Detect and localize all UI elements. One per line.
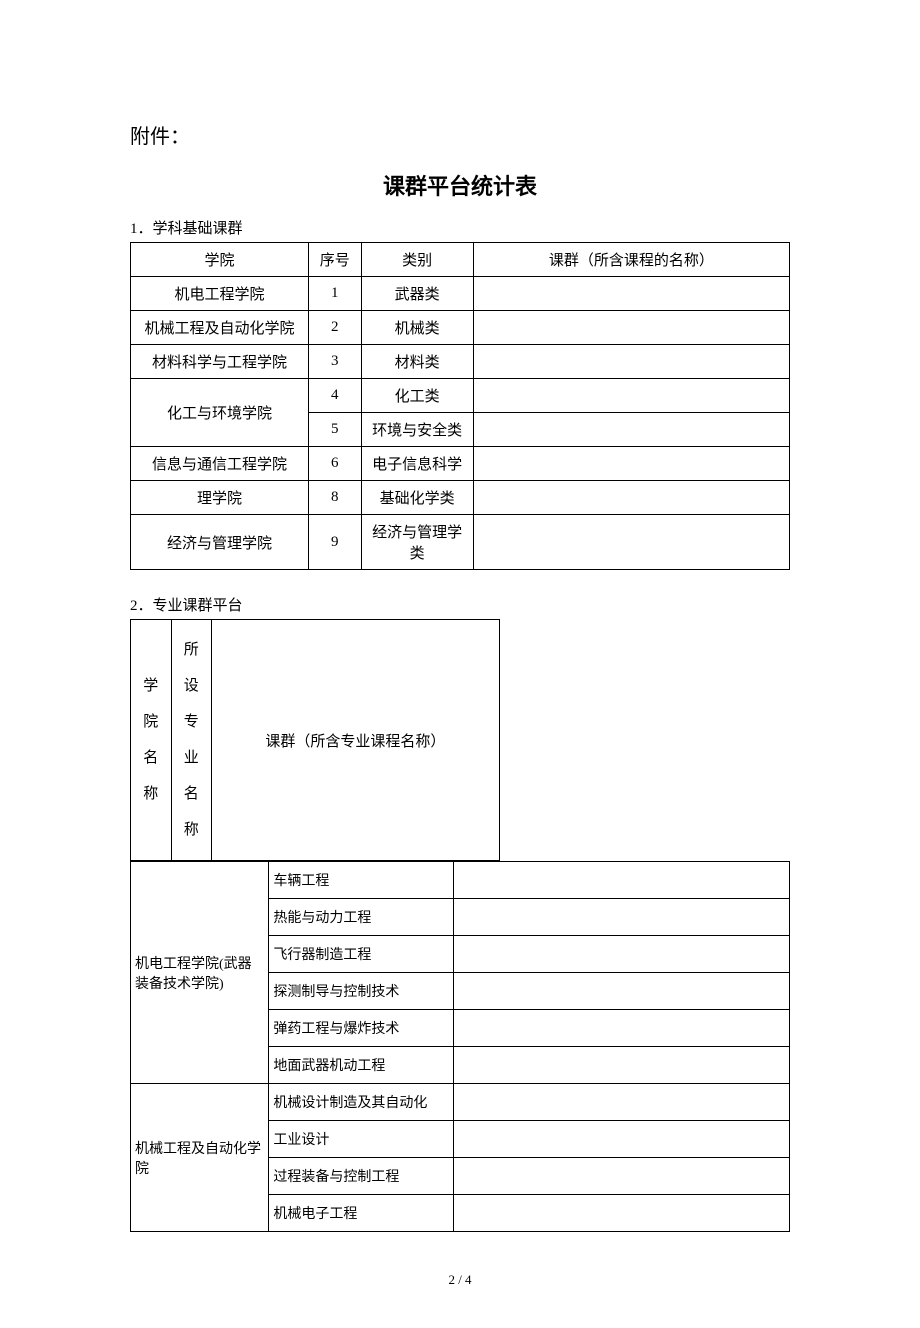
cell-dept: 信息与通信工程学院 (131, 447, 309, 481)
cell-course-group (453, 1047, 789, 1084)
cell-cat: 机械类 (361, 311, 473, 345)
table-major-courses: 机电工程学院(武器装备技术学院)车辆工程热能与动力工程飞行器制造工程探测制导与控… (130, 861, 790, 1232)
cell-cat: 电子信息科学 (361, 447, 473, 481)
cell-courses (473, 277, 789, 311)
cell-course-group (453, 1084, 789, 1121)
cell-dept: 机电工程学院 (131, 277, 309, 311)
cell-num: 3 (308, 345, 361, 379)
table-row: 机电工程学院1武器类 (131, 277, 790, 311)
cell-courses (473, 413, 789, 447)
cell-major: 车辆工程 (269, 862, 454, 899)
attachment-label: 附件： (130, 120, 790, 149)
cell-major: 机械电子工程 (269, 1195, 454, 1232)
cell-major: 机械设计制造及其自动化 (269, 1084, 454, 1121)
table-row: 材料科学与工程学院3材料类 (131, 345, 790, 379)
cell-courses (473, 481, 789, 515)
cell-dept: 机电工程学院(武器装备技术学院) (131, 862, 269, 1084)
cell-cat: 基础化学类 (361, 481, 473, 515)
cell-dept: 机械工程及自动化学院 (131, 311, 309, 345)
cell-cat: 经济与管理学类 (361, 515, 473, 570)
table-row: 理学院8基础化学类 (131, 481, 790, 515)
table-row: 机电工程学院(武器装备技术学院)车辆工程 (131, 862, 790, 899)
cell-courses (473, 515, 789, 570)
cell-courses (473, 447, 789, 481)
cell-major: 工业设计 (269, 1121, 454, 1158)
cell-dept: 经济与管理学院 (131, 515, 309, 570)
cell-num: 6 (308, 447, 361, 481)
table-row: 机械工程及自动化学院机械设计制造及其自动化 (131, 1084, 790, 1121)
cell-course-group (453, 1195, 789, 1232)
cell-major: 探测制导与控制技术 (269, 973, 454, 1010)
table-row: 化工与环境学院4化工类 (131, 379, 790, 413)
th-course-group: 课群（所含专业课程名称） (212, 620, 500, 861)
cell-dept: 化工与环境学院 (131, 379, 309, 447)
cell-cat: 武器类 (361, 277, 473, 311)
cell-cat: 化工类 (361, 379, 473, 413)
table-row: 经济与管理学院9经济与管理学类 (131, 515, 790, 570)
cell-courses (473, 311, 789, 345)
page-title: 课群平台统计表 (130, 169, 790, 201)
cell-course-group (453, 1158, 789, 1195)
cell-dept: 机械工程及自动化学院 (131, 1084, 269, 1232)
table-row: 学院名称 所设专业名称 课群（所含专业课程名称） (131, 620, 500, 861)
cell-dept: 材料科学与工程学院 (131, 345, 309, 379)
cell-dept: 理学院 (131, 481, 309, 515)
th-dept-name: 学院名称 (131, 620, 172, 861)
cell-course-group (453, 936, 789, 973)
th-courses: 课群（所含课程的名称） (473, 243, 789, 277)
cell-major: 弹药工程与爆炸技术 (269, 1010, 454, 1047)
table-basic-courses: 学院 序号 类别 课群（所含课程的名称） 机电工程学院1武器类机械工程及自动化学… (130, 242, 790, 570)
cell-cat: 环境与安全类 (361, 413, 473, 447)
cell-course-group (453, 1121, 789, 1158)
cell-major: 过程装备与控制工程 (269, 1158, 454, 1195)
section1-label: 1．学科基础课群 (130, 217, 790, 238)
cell-course-group (453, 899, 789, 936)
th-major-name: 所设专业名称 (171, 620, 212, 861)
cell-courses (473, 379, 789, 413)
cell-num: 9 (308, 515, 361, 570)
cell-num: 5 (308, 413, 361, 447)
cell-courses (473, 345, 789, 379)
cell-num: 2 (308, 311, 361, 345)
cell-major: 飞行器制造工程 (269, 936, 454, 973)
cell-num: 8 (308, 481, 361, 515)
cell-major: 地面武器机动工程 (269, 1047, 454, 1084)
cell-num: 4 (308, 379, 361, 413)
th-num: 序号 (308, 243, 361, 277)
table-major-header: 学院名称 所设专业名称 课群（所含专业课程名称） (130, 619, 500, 861)
page-number: 2 / 4 (130, 1272, 790, 1288)
cell-course-group (453, 1010, 789, 1047)
cell-cat: 材料类 (361, 345, 473, 379)
section2-label: 2．专业课群平台 (130, 594, 790, 615)
cell-course-group (453, 973, 789, 1010)
cell-major: 热能与动力工程 (269, 899, 454, 936)
th-cat: 类别 (361, 243, 473, 277)
th-dept: 学院 (131, 243, 309, 277)
cell-num: 1 (308, 277, 361, 311)
table-row: 信息与通信工程学院6电子信息科学 (131, 447, 790, 481)
table-row: 机械工程及自动化学院2机械类 (131, 311, 790, 345)
table-header-row: 学院 序号 类别 课群（所含课程的名称） (131, 243, 790, 277)
cell-course-group (453, 862, 789, 899)
